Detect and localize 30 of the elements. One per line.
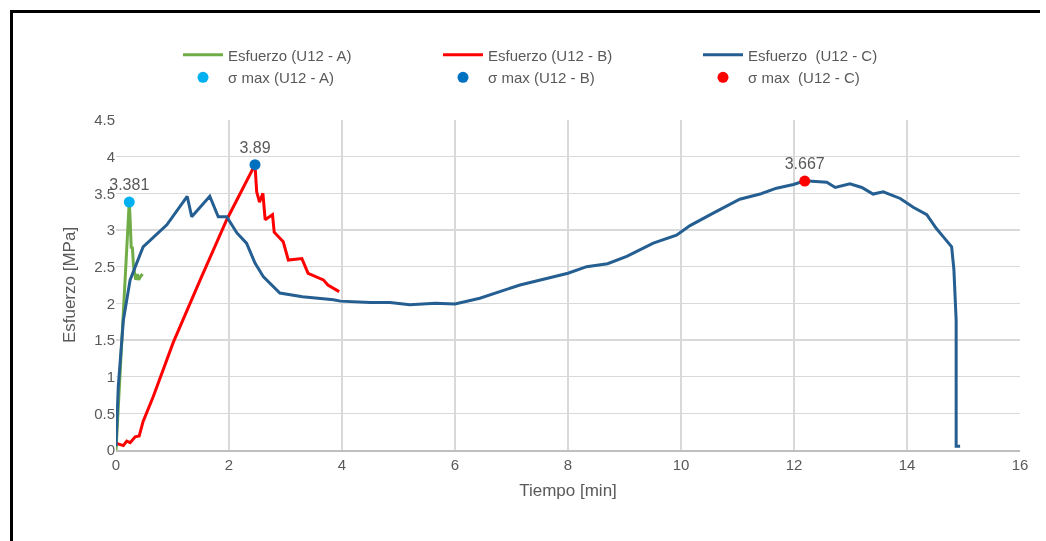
x-tick-label: 10 (672, 456, 690, 473)
y-tick-label: 4.5 (94, 111, 115, 129)
legend-label: Esfuerzo (U12 - C) (748, 46, 878, 64)
legend-label: Esfuerzo (U12 - B) (488, 46, 613, 64)
y-tick-label: 0.5 (94, 404, 115, 422)
point (123, 196, 135, 208)
x-tick-label: 16 (1011, 456, 1029, 473)
x-tick-label: 12 (785, 456, 803, 473)
y-tick-label: 2 (106, 294, 115, 312)
y-axis-title: Esfuerzo [MPa] (59, 226, 79, 344)
y-tick-label: 4 (106, 147, 115, 165)
x-tick-label: 14 (898, 456, 916, 473)
data-label: 3.89 (239, 138, 271, 156)
y-tick-label: 3 (106, 221, 115, 239)
x-axis-title: Tiempo [min] (519, 480, 617, 500)
x-tick-label: 6 (450, 456, 460, 473)
y-tick-label: 0 (106, 441, 115, 459)
data-label: 3.667 (784, 155, 825, 173)
x-tick-label: 8 (563, 456, 573, 473)
legend-label: σ max (U12 - C) (748, 69, 860, 87)
x-tick-label: 2 (224, 456, 234, 473)
y-tick-label: 2.5 (94, 257, 115, 275)
legend-label: σ max (U12 - B) (488, 69, 595, 87)
point (799, 175, 811, 187)
y-tick-label: 1 (106, 367, 115, 385)
y-tick-label: 1.5 (94, 331, 115, 349)
point (249, 159, 261, 171)
legend-label: Esfuerzo (U12 - A) (228, 46, 352, 64)
x-tick-label: 4 (337, 456, 347, 473)
legend-label: σ max (U12 - A) (228, 69, 334, 87)
